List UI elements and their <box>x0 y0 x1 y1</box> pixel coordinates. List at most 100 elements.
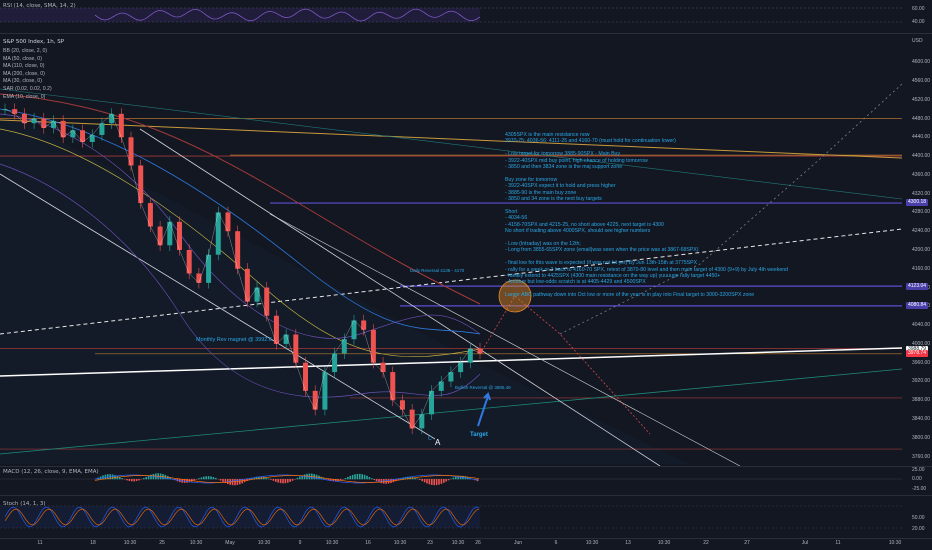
note-line: - Low (Intraday) was on the 12th; <box>505 240 581 247</box>
legend-ema10[interactable]: EMA (10, close, 0) <box>3 93 46 100</box>
candle-body <box>273 315 279 344</box>
bullish-reversal-label: Bullish Reversal @ 3885.49 <box>455 385 511 390</box>
note-line: 3970-75; 4036-56; 4111-25 and 4160-70 (m… <box>505 138 676 145</box>
macd-hist-bar <box>344 478 347 480</box>
macd-hist-bar <box>356 473 359 480</box>
macd-hist-bar <box>419 479 421 480</box>
pane-divider[interactable] <box>0 466 932 467</box>
macd-hist-bar <box>397 479 399 481</box>
macd-hist-bar <box>287 479 289 483</box>
macd-hist-bar <box>219 479 222 481</box>
candle-body <box>477 348 483 354</box>
legend-ma110[interactable]: MA (110, close, 0) <box>3 63 45 70</box>
macd-yaxis[interactable]: 25.00 0.00 -25.00 <box>902 467 932 495</box>
macd-hist-bar <box>270 479 272 480</box>
macd-hist-bar <box>371 478 373 480</box>
legend-ma50[interactable]: MA (50, close, 0) <box>3 55 42 62</box>
candle-body <box>235 231 241 269</box>
legend-ma30[interactable]: MA (30, close, 0) <box>3 78 42 85</box>
macd-hist-bar <box>119 477 121 480</box>
time-tick: 11 <box>835 540 841 546</box>
candle-body <box>167 221 173 246</box>
bb-lower <box>0 163 481 398</box>
legend-bb[interactable]: BB (20, close, 2, 0) <box>3 48 48 54</box>
legend-sar[interactable]: SAR (0.02, 0.02, 0.2) <box>3 85 52 92</box>
macd-hist-bar <box>330 479 332 481</box>
stoch-d-line <box>4 508 480 526</box>
candle-body <box>128 137 134 166</box>
price-tick: 4280.00 <box>912 209 931 216</box>
macd-hist-bar <box>205 476 207 480</box>
channel-lower <box>0 173 436 440</box>
daily-reversal-label: Daily Reversal 4138 - 4170 <box>410 268 465 273</box>
macd-hist-bar <box>143 478 145 480</box>
orange-trendline <box>0 119 902 159</box>
pane-divider[interactable] <box>0 495 932 496</box>
macd-hist-bar <box>215 477 217 480</box>
price-badge: 4123.04 <box>906 282 929 290</box>
wave-a-label: A <box>435 438 441 447</box>
teal-trendline <box>0 368 902 455</box>
candle-body <box>458 362 464 373</box>
legend-ma200[interactable]: MA (200, close, 0) <box>3 70 45 77</box>
macd-hist-bar <box>323 477 325 480</box>
macd-hist-bar <box>452 477 455 480</box>
macd-hist-bar <box>296 477 299 480</box>
macd-hist-bar <box>138 479 140 481</box>
analysis-notes: 4305SPX is the main resistance now 3970-7… <box>505 132 805 299</box>
stoch-yaxis[interactable]: 50.00 20.00 <box>902 496 932 538</box>
macd-hist-bar <box>277 479 279 483</box>
time-tick: 10:30 <box>393 540 407 546</box>
stoch-label[interactable]: Stoch (14, 1, 3) <box>3 501 46 507</box>
candle-body <box>225 212 231 232</box>
macd-hist-bar <box>169 477 171 480</box>
candle-body <box>429 390 435 415</box>
time-tick: 11 <box>37 540 43 546</box>
candle-body <box>399 400 405 410</box>
macd-hist-bar <box>147 475 150 480</box>
time-tick: 16 <box>365 540 371 546</box>
candle-body <box>244 268 250 302</box>
macd-hist-bar <box>275 479 277 482</box>
rsi-yaxis[interactable]: 60.00 40.00 <box>902 0 932 33</box>
macd-hist-bar <box>294 479 296 480</box>
macd-hist-bar <box>272 479 275 481</box>
time-axis[interactable]: 11 18 10:30 25 10:30 May 10:30 9 10:30 16 10:30 23 1… <box>0 538 902 550</box>
rsi-label[interactable]: RSI (14, close, SMA, 14, 2) <box>3 3 76 9</box>
note-line: 4305SPX is the main resistance now <box>505 132 590 138</box>
price-tick: 4520.00 <box>912 96 931 103</box>
candle-body <box>80 130 86 142</box>
candle-body <box>448 372 454 382</box>
price-yaxis[interactable]: USD 4600.00 4560.00 4520.00 4480.00 4440.00 4… <box>902 34 932 466</box>
candle-body <box>118 113 124 138</box>
macd-hist-bar <box>239 479 241 485</box>
time-tick: 10:30 <box>325 540 339 546</box>
macd-hist-bar <box>207 476 210 480</box>
macd-tick-bottom: -25.00 <box>912 486 927 492</box>
symbol-title[interactable]: S&P 500 Index, 1h, SP <box>3 39 65 45</box>
macd-label[interactable]: MACD (12, 26, close, 9, EMA, EMA) <box>3 469 99 475</box>
candle-body <box>390 372 396 401</box>
macd-hist-bar <box>320 476 323 480</box>
ma50-line <box>0 128 481 358</box>
candle-body <box>138 165 144 204</box>
indicator-legend[interactable]: BB (20, close, 2, 0) MA (50, close, 0) M… <box>3 48 52 101</box>
macd-chart <box>0 473 902 486</box>
candle-body <box>467 348 473 363</box>
note-line: - 4158-70SPX and 4215-25, no short above… <box>505 221 664 228</box>
price-pane[interactable]: S&P 500 Index, 1h, SP BB (20, close, 2, … <box>0 34 902 466</box>
macd-hist-bar <box>258 476 260 480</box>
macd-hist-bar <box>255 476 258 480</box>
rsi-pane: RSI (14, close, SMA, 14, 2) <box>0 0 902 33</box>
macd-hist-bar <box>279 479 282 484</box>
price-tick: 4560.00 <box>912 77 931 84</box>
macd-hist-bar <box>200 477 203 480</box>
macd-hist-bar <box>241 479 243 484</box>
time-tick: 10:30 <box>888 540 902 546</box>
target-zone-circle <box>498 279 532 313</box>
candle-body <box>41 118 47 128</box>
pane-divider[interactable] <box>0 33 932 34</box>
price-tick: 4360.00 <box>912 171 931 178</box>
time-tick: Jun <box>513 540 523 546</box>
time-tick: 10:30 <box>657 540 671 546</box>
